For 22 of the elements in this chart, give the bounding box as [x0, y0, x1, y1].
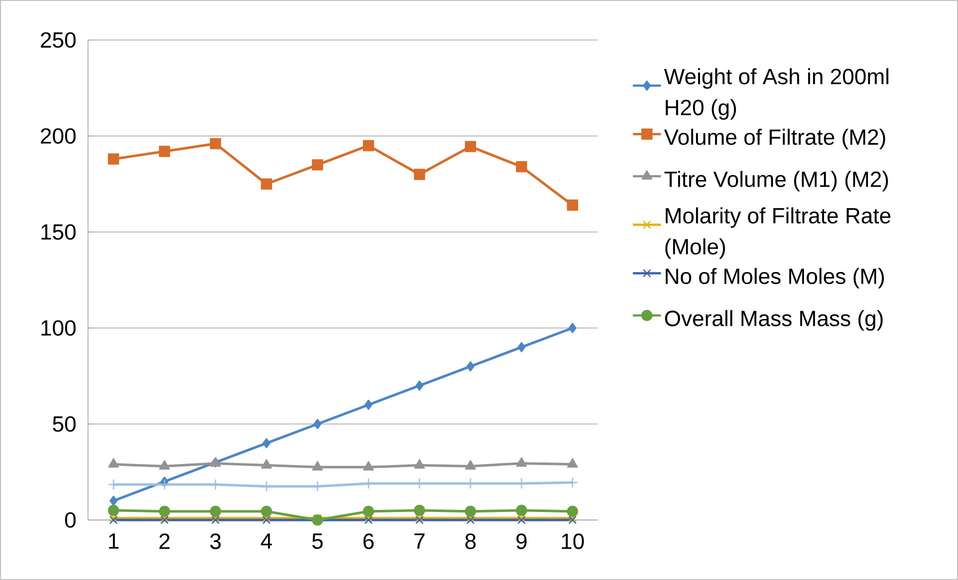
- x-tick-label: 7: [414, 534, 425, 549]
- x-tick-label: 1: [109, 534, 119, 549]
- x-tick-label: 8: [465, 534, 476, 550]
- x-tick-label: 6: [364, 534, 374, 550]
- y-tick-label: 50: [52, 416, 76, 432]
- x-tick-label: 3: [210, 534, 221, 550]
- legend-label: Titre Volume (M1) (M2): [664, 170, 888, 192]
- y-tick-label: 0: [65, 512, 76, 528]
- legend-label: Weight of Ash in 200ml H20 (g): [664, 68, 888, 120]
- legend-label: Molarity of Filtrate Rate (Mole): [665, 207, 890, 259]
- y-tick-label: 100: [41, 320, 76, 336]
- y-tick-label: 150: [41, 224, 76, 240]
- legend-label: Volume of Filtrate (M2): [664, 128, 886, 150]
- legend-label: No of Moles Moles (M): [666, 268, 884, 288]
- legend-label: Overall Mass Mass (g): [665, 310, 883, 331]
- x-tick-label: 9: [516, 534, 527, 550]
- y-tick-label: 250: [40, 32, 76, 48]
- x-tick-label: 5: [312, 534, 323, 549]
- y-tick-label: 200: [40, 128, 76, 144]
- x-tick-label: 2: [160, 534, 170, 549]
- x-tick-label: 4: [260, 534, 272, 549]
- x-tick-label: 10: [562, 534, 584, 550]
